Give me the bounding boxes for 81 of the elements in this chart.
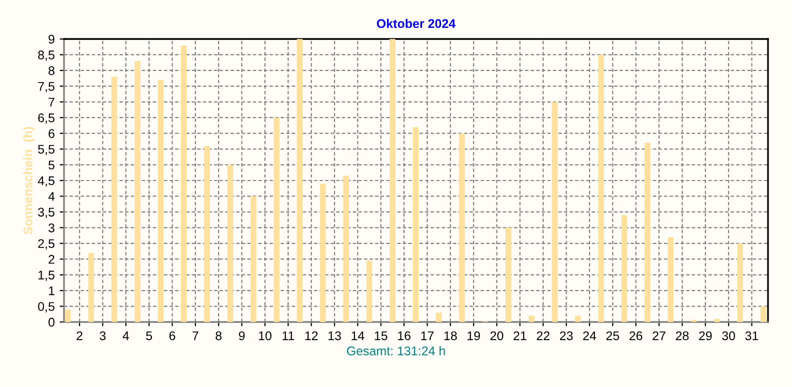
x-tick-label: 17: [421, 331, 434, 340]
y-axis-title: Sonnenschein (h): [23, 126, 35, 234]
bar: [320, 184, 326, 322]
y-tick-label: 1: [48, 286, 54, 296]
x-tick-label: 3: [100, 331, 106, 340]
x-tick-label: 21: [514, 331, 526, 340]
x-tick-label: 29: [699, 331, 712, 340]
x-tick-label: 8: [216, 331, 222, 340]
bar: [459, 133, 465, 322]
x-tick-label: 20: [490, 331, 504, 340]
x-tick-label: 28: [676, 331, 689, 340]
bar: [274, 118, 280, 322]
x-tick-label: 27: [652, 331, 666, 340]
y-tick-label: 1,5: [38, 270, 54, 281]
x-tick-label: 14: [352, 331, 364, 340]
bar: [575, 316, 581, 322]
x-tick-label: 16: [398, 331, 410, 340]
bar: [505, 228, 512, 322]
x-tick-label: 13: [328, 331, 341, 340]
y-tick-label: 2,5: [38, 239, 54, 250]
x-tick-label: 19: [468, 331, 480, 340]
x-tick-label: 30: [722, 331, 736, 340]
y-tick-label: 7: [48, 98, 54, 106]
bar: [714, 318, 720, 322]
x-tick-label: 18: [444, 331, 457, 340]
chart-title: Oktober 2024: [376, 18, 456, 28]
bar: [390, 39, 396, 322]
y-tick-label: 2: [48, 254, 54, 264]
y-tick-label: 9: [48, 34, 54, 44]
bar: [528, 316, 534, 322]
x-tick-label: 11: [282, 331, 294, 340]
bar: [644, 142, 650, 322]
bar: [737, 243, 744, 322]
x-tick-label: 26: [630, 331, 642, 340]
bar: [412, 127, 419, 322]
x-tick-label: 5: [146, 331, 152, 340]
y-tick-label: 8,5: [38, 50, 54, 61]
x-tick-label: 12: [305, 331, 318, 340]
bar: [598, 54, 604, 322]
y-tick-label: 8: [48, 66, 54, 76]
y-tick-label: 7,5: [38, 82, 54, 92]
bar: [204, 146, 210, 322]
bar: [134, 61, 140, 322]
y-tick-label: 5: [48, 160, 54, 170]
bar: [296, 39, 303, 322]
y-tick-label: 4,5: [38, 176, 54, 187]
x-tick-label: 24: [583, 331, 596, 340]
bar: [250, 196, 256, 322]
bar: [760, 306, 766, 322]
y-tick-label: 0,5: [38, 302, 54, 312]
bar: [621, 215, 628, 322]
y-tick-label: 6: [48, 129, 54, 138]
bar: [180, 45, 187, 322]
y-tick-label: 5,5: [38, 144, 54, 156]
x-tick-label: 7: [192, 331, 198, 340]
bar: [668, 237, 674, 322]
bar: [227, 164, 234, 322]
text: Gesamt: 131:24 h: [346, 346, 445, 356]
y-tick-label: 6,5: [38, 113, 54, 124]
x-tick-label: 9: [238, 331, 245, 340]
x-tick-label: 31: [745, 331, 758, 340]
y-tick-label: 4: [48, 192, 55, 201]
x-tick-label: 23: [560, 331, 573, 340]
bar: [366, 260, 372, 322]
bar: [552, 102, 558, 322]
y-tick-label: 0: [48, 318, 54, 327]
bar: [343, 176, 350, 322]
x-tick-label: 10: [258, 331, 272, 340]
y-tick-label: 3,5: [38, 208, 54, 218]
bar: [158, 80, 164, 322]
x-tick-label: 6: [169, 331, 176, 340]
x-tick-label: 2: [76, 331, 82, 340]
x-tick-label: 4: [122, 331, 130, 340]
x-tick-label: 15: [374, 331, 388, 340]
x-tick-label: 25: [606, 331, 620, 340]
bar: [65, 309, 71, 322]
y-tick-label: 3: [48, 223, 54, 232]
bar: [436, 312, 442, 322]
bar: [88, 252, 94, 322]
x-tick-label: 22: [536, 331, 550, 340]
bar: [111, 76, 118, 322]
